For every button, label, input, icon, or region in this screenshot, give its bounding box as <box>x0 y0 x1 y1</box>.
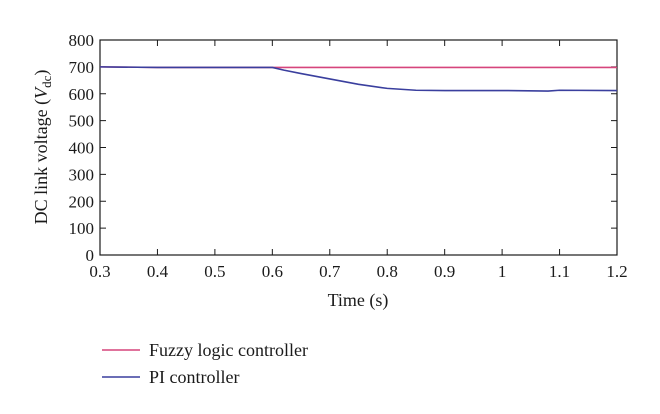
series-layer <box>99 66 618 92</box>
x-tick-label: 0.5 <box>204 262 225 281</box>
x-tick-label: 0.4 <box>147 262 169 281</box>
y-tick-label: 200 <box>69 192 95 211</box>
x-tick-label: 0.9 <box>434 262 455 281</box>
x-tick-label: 1 <box>498 262 507 281</box>
y-tick-label: 800 <box>69 31 95 50</box>
y-tick-label: 500 <box>69 112 95 131</box>
y-axis-title-close: ) <box>31 70 52 76</box>
y-axis-ticks: 0 100 200 300 400 500 600 700 800 <box>69 31 617 265</box>
y-tick-label: 100 <box>69 219 95 238</box>
y-axis-title-sub: dc <box>39 75 54 88</box>
x-tick-label: 0.8 <box>377 262 398 281</box>
y-tick-label: 700 <box>69 58 95 77</box>
x-tick-label: 0.7 <box>319 262 341 281</box>
y-tick-label: 0 <box>86 246 95 265</box>
y-tick-label: 600 <box>69 85 95 104</box>
y-tick-label: 400 <box>69 139 95 158</box>
x-tick-label: 0.6 <box>262 262 283 281</box>
plot-frame <box>99 39 618 256</box>
y-axis-title-var: V <box>31 86 51 99</box>
x-tick-label: 1.1 <box>549 262 570 281</box>
legend: Fuzzy logic controller PI controller <box>102 340 308 387</box>
x-tick-label: 0.3 <box>89 262 110 281</box>
x-axis-title: Time (s) <box>328 290 389 311</box>
x-tick-label: 1.2 <box>606 262 627 281</box>
series-line-pi <box>99 66 618 92</box>
legend-label-pi: PI controller <box>149 367 239 387</box>
y-axis-title: DC link voltage (Vdc) <box>31 70 54 225</box>
y-tick-label: 300 <box>69 165 95 184</box>
x-axis-ticks: 0.3 0.4 0.5 0.6 0.7 0.8 0.9 1 1.1 1.2 <box>89 40 628 281</box>
y-axis-title-main: DC link voltage ( <box>31 99 52 224</box>
legend-label-fuzzy: Fuzzy logic controller <box>149 340 308 360</box>
